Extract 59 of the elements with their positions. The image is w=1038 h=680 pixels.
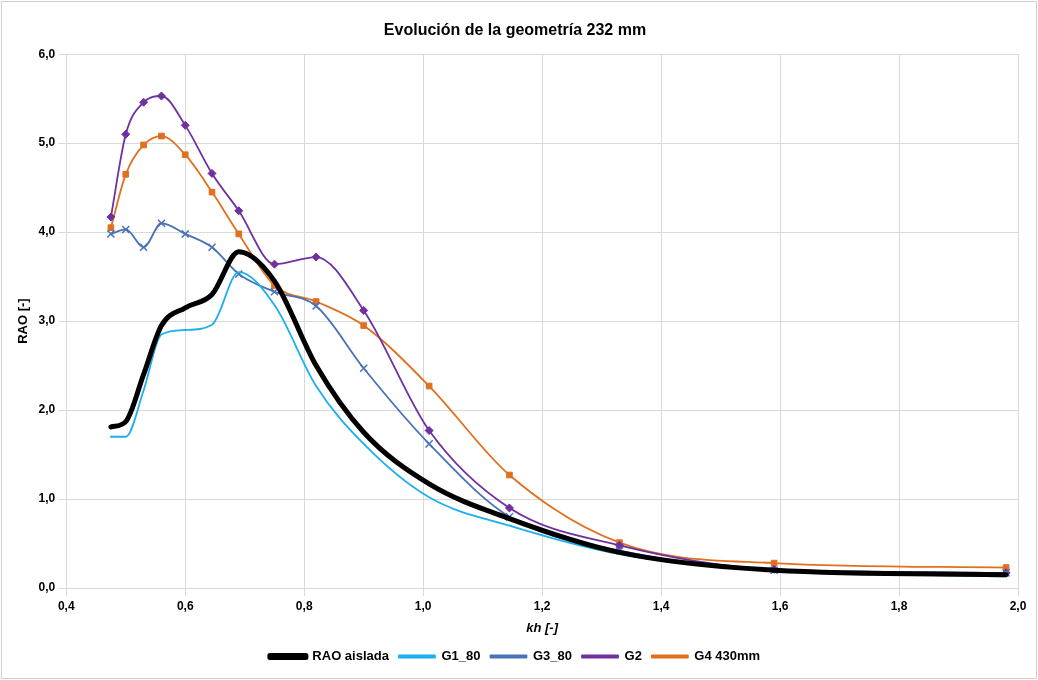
x-tick-label: 0,6 [176, 598, 194, 613]
x-tick-label: 0,8 [295, 598, 313, 613]
point [156, 91, 166, 101]
x-tick-label: 1,8 [890, 598, 908, 613]
y-tick-label: 6,0 [38, 46, 56, 61]
point [208, 188, 216, 196]
point [360, 322, 368, 329]
x-tick-label: 1,2 [533, 598, 551, 613]
point [122, 170, 130, 178]
point [106, 229, 116, 239]
legend-label: G3_80 [532, 648, 573, 664]
point [180, 120, 190, 130]
point [121, 225, 131, 234]
legend-label: RAO aislada [312, 648, 390, 664]
x-tick-label: 1,4 [652, 598, 670, 613]
point [139, 242, 148, 252]
chart-title: Evolución de la geometría 232 mm [383, 21, 647, 39]
y-tick-label: 1,0 [38, 491, 56, 506]
point [235, 230, 243, 238]
point [234, 206, 244, 216]
point [269, 259, 279, 269]
y-tick-label: 3,0 [38, 313, 56, 328]
point [158, 132, 165, 140]
point [139, 97, 149, 107]
y-tick-label: 4,0 [38, 224, 56, 239]
y-tick-label: 2,0 [38, 402, 56, 417]
point [121, 129, 131, 139]
point [311, 252, 321, 262]
point [140, 141, 147, 149]
y-tick-label: 0,0 [38, 580, 56, 595]
point [424, 439, 434, 449]
point [180, 229, 190, 239]
point [770, 559, 778, 567]
y-tick-label: 5,0 [38, 135, 56, 150]
point [270, 287, 279, 297]
point [234, 269, 244, 279]
point [359, 305, 369, 315]
point [106, 212, 116, 222]
point [424, 426, 434, 436]
legend-label: G4 430mm [694, 648, 761, 664]
point [207, 242, 217, 252]
x-tick-label: 1,0 [414, 598, 432, 613]
point [425, 382, 433, 390]
point [181, 151, 189, 159]
x-axis-title: kh [-] [526, 619, 559, 635]
y-axis-title: RAO [-] [15, 298, 31, 344]
point [207, 168, 217, 178]
point [506, 471, 513, 479]
x-tick-label: 0,4 [57, 598, 75, 613]
point [157, 218, 166, 228]
legend-label: G1_80 [441, 648, 481, 664]
point [107, 224, 115, 232]
point [614, 540, 624, 550]
point [359, 363, 368, 373]
x-tick-label: 1,6 [771, 598, 789, 613]
legend-label: G2 [624, 648, 642, 664]
point [504, 503, 514, 513]
x-tick-label: 2,0 [1009, 598, 1027, 613]
point [311, 301, 321, 311]
